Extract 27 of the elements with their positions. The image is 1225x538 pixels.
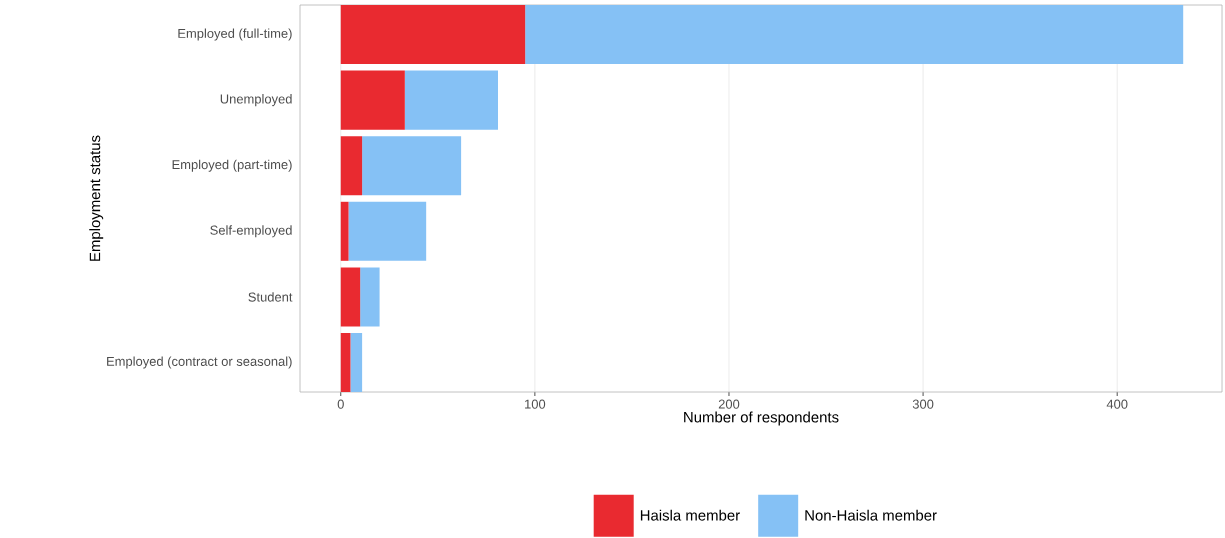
x-axis-title: Number of respondents [684,411,839,426]
y-tick-label: Unemployed [220,94,292,107]
bar [340,70,405,130]
x-tick-label: 0 [337,399,344,409]
y-axis-title: Employment status [89,135,104,261]
y-tick-label: Student [248,292,293,302]
bar [340,201,349,261]
bar [340,5,526,65]
x-tick-label: 100 [525,399,546,409]
bar [350,332,363,392]
y-tick-label: Employed (contract or seasonal) [107,356,292,369]
bar [340,332,351,392]
y-tick-label: Employed (part-time) [172,159,292,172]
bar [340,267,361,327]
x-tick-label: 300 [912,399,934,409]
y-tick-label: Employed (full-time) [178,28,292,41]
bar [360,267,380,327]
bar [404,70,498,130]
bar [362,136,462,196]
bar [348,201,427,261]
x-tick-label: 200 [718,399,740,409]
text: Non-Haisla member [805,509,937,521]
x-tick-label: 400 [1106,399,1128,409]
bar [340,136,363,196]
bar [525,5,1184,65]
text: Haisla member [640,509,740,521]
y-tick-label: Self-employed [210,225,292,238]
